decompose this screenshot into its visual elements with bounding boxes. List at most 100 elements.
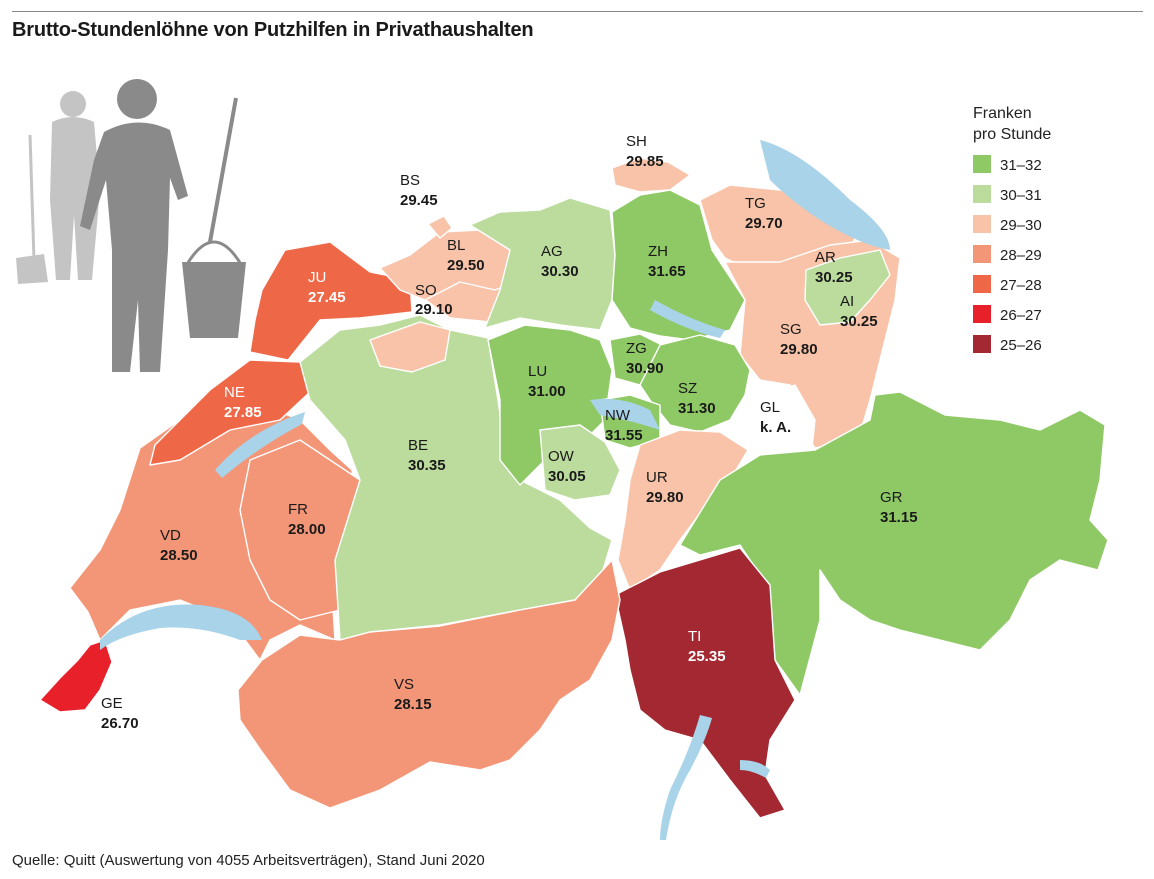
canton-value-gr: 31.15: [880, 509, 918, 526]
canton-ag-area: [469, 197, 616, 331]
canton-code-zg: ZG: [626, 340, 647, 357]
label-vd: VD 28.50: [160, 527, 198, 564]
canton-code-sz: SZ: [678, 380, 697, 397]
canton-code-ar: AR: [815, 249, 836, 266]
canton-code-ai: AI: [840, 293, 854, 310]
legend-swatch: [973, 215, 991, 233]
canton-sz-area: [639, 334, 751, 433]
canton-ge-area: [39, 639, 113, 713]
lake-zurich: [650, 300, 725, 338]
lake-lucerne: [590, 398, 660, 430]
canton-ur-area: [617, 429, 749, 591]
legend-label: 25–26: [1000, 337, 1042, 354]
label-sh: SH 29.85: [626, 133, 664, 170]
canton-value-be: 30.35: [408, 457, 446, 474]
canton-code-ne: NE: [224, 384, 245, 401]
legend-swatch: [973, 305, 991, 323]
canton-code-sh: SH: [626, 133, 647, 150]
canton-value-vd: 28.50: [160, 547, 198, 564]
canton-code-so: SO: [415, 282, 437, 299]
canton-value-ti: 25.35: [688, 648, 726, 665]
canton-code-be: BE: [408, 437, 428, 454]
canton-value-vs: 28.15: [394, 696, 432, 713]
label-ag: AG 30.30: [541, 243, 579, 280]
canton-value-ne: 27.85: [224, 404, 262, 421]
legend-swatch: [973, 155, 991, 173]
canton-value-bs: 29.45: [400, 192, 438, 209]
canton-value-zh: 31.65: [648, 263, 686, 280]
canton-code-fr: FR: [288, 501, 308, 518]
label-ai: AI 30.25: [840, 293, 878, 330]
canton-code-gr: GR: [880, 489, 903, 506]
canton-code-ur: UR: [646, 469, 668, 486]
label-fr: FR 28.00: [288, 501, 326, 538]
canton-bs-area: [427, 215, 453, 239]
label-gl: GL k. A.: [760, 399, 791, 436]
canton-code-lu: LU: [528, 363, 547, 380]
canton-value-sg: 29.80: [780, 341, 818, 358]
canton-code-ag: AG: [541, 243, 563, 260]
canton-code-zh: ZH: [648, 243, 668, 260]
canton-sh-area: [611, 157, 691, 193]
legend: Franken pro Stunde 31–32 30–31 29–30 28–29 2…: [973, 105, 1051, 354]
label-ne: NE 27.85: [224, 384, 262, 421]
legend-label: 30–31: [1000, 187, 1042, 204]
map-title: Brutto-Stundenlöhne von Putzhilfen in Pr…: [12, 19, 534, 41]
canton-ne-area: [149, 359, 311, 466]
canton-code-sg: SG: [780, 321, 802, 338]
label-ge: GE 26.70: [101, 695, 139, 732]
label-ju: JU 27.45: [308, 269, 346, 306]
cleaning-staff-illustration: [16, 79, 246, 373]
label-zg: ZG 30.90: [626, 340, 664, 377]
canton-code-ow: OW: [548, 448, 575, 465]
canton-ow-area: [539, 424, 621, 501]
label-tg: TG 29.70: [745, 195, 783, 232]
canton-code-bl: BL: [447, 237, 465, 254]
legend-title-line1: Franken: [973, 105, 1032, 122]
lake-neuchatel: [215, 412, 305, 478]
canton-ti-area: [614, 547, 796, 819]
canton-value-ju: 27.45: [308, 289, 346, 306]
label-bl: BL 29.50: [447, 237, 485, 274]
label-be: BE 30.35: [408, 437, 446, 474]
legend-label: 31–32: [1000, 157, 1042, 174]
lakes: [100, 140, 890, 840]
canton-value-sz: 31.30: [678, 400, 716, 417]
canton-code-ju: JU: [308, 269, 326, 286]
legend-label: 29–30: [1000, 217, 1042, 234]
canton-value-ai: 30.25: [840, 313, 878, 330]
legend-swatch: [973, 245, 991, 263]
label-ur: UR 29.80: [646, 469, 684, 506]
canton-code-vs: VS: [394, 676, 414, 693]
canton-be-area: [299, 314, 613, 641]
canton-ju-area: [249, 241, 413, 361]
canton-shapes: [39, 157, 1109, 819]
legend-label: 27–28: [1000, 277, 1042, 294]
legend-label: 26–27: [1000, 307, 1042, 324]
legend-swatch: [973, 185, 991, 203]
canton-value-ge: 26.70: [101, 715, 139, 732]
canton-value-zg: 30.90: [626, 360, 664, 377]
label-lu: LU 31.00: [528, 363, 566, 400]
canton-value-sh: 29.85: [626, 153, 664, 170]
canton-code-tg: TG: [745, 195, 766, 212]
canton-code-ge: GE: [101, 695, 123, 712]
label-ar: AR 30.25: [815, 249, 853, 286]
label-ti: TI 25.35: [688, 628, 726, 665]
label-zh: ZH 31.65: [648, 243, 686, 280]
label-bs: BS 29.45: [400, 172, 438, 209]
canton-code-vd: VD: [160, 527, 181, 544]
top-rule: [12, 11, 1143, 12]
legend-swatch: [973, 335, 991, 353]
lake-geneva: [100, 604, 262, 650]
label-ow: OW 30.05: [548, 448, 586, 485]
canton-code-gl: GL: [760, 399, 780, 416]
label-sg: SG 29.80: [780, 321, 818, 358]
canton-zh-area: [611, 189, 746, 341]
lake-maggiore: [660, 715, 712, 840]
canton-value-ow: 30.05: [548, 468, 586, 485]
canton-value-lu: 31.00: [528, 383, 566, 400]
canton-code-nw: NW: [605, 407, 631, 424]
